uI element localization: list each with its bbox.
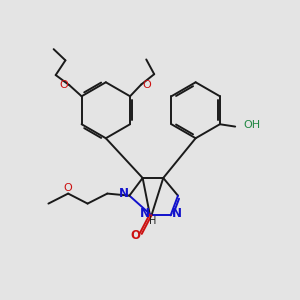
Text: OH: OH [243, 120, 260, 130]
Text: N: N [172, 207, 182, 220]
Text: O: O [59, 80, 68, 90]
Text: N: N [140, 207, 150, 220]
Text: O: O [130, 229, 140, 242]
Text: O: O [143, 80, 152, 90]
Text: N: N [119, 188, 129, 200]
Text: O: O [64, 183, 73, 193]
Text: H: H [149, 216, 156, 226]
